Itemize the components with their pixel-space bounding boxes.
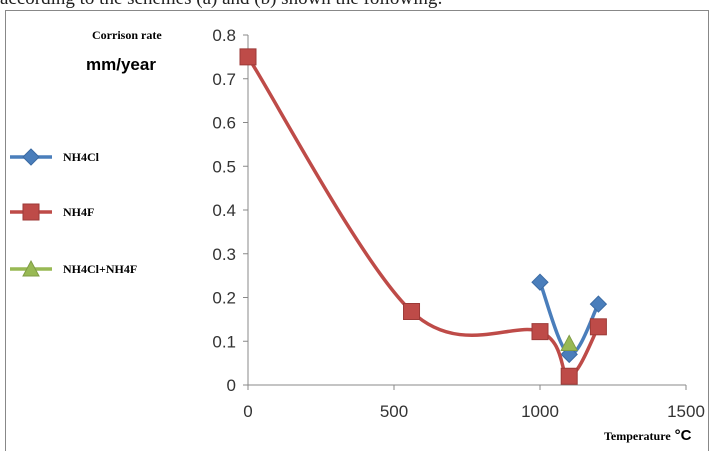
page-top-text: according to the schemes (a) and (b) sho… <box>0 0 715 10</box>
x-tick-labels: 0 500 1000 1500 <box>243 402 705 421</box>
x-tick-label: 500 <box>380 402 408 421</box>
chart-axes <box>243 34 687 390</box>
y-tick-label: 0.5 <box>212 157 236 176</box>
legend: NH4Cl NH4F NH4Cl+NH4F <box>10 148 137 277</box>
y-tick-label: 0.2 <box>212 289 236 308</box>
series-nh4cl-nh4f <box>560 334 579 351</box>
y-tick-label: 0 <box>227 376 236 395</box>
frame-left-border <box>5 10 6 451</box>
y-tick-label: 0.6 <box>212 114 236 133</box>
legend-item: NH4Cl <box>10 148 100 166</box>
x-axis-label-text: Temperature <box>604 429 671 443</box>
x-axis-label: Temperature °C <box>604 427 692 444</box>
series-nh4f <box>239 48 607 385</box>
series-nh4cl <box>531 273 608 364</box>
legend-marker-diamond <box>22 148 40 166</box>
x-tick-label: 1500 <box>667 402 705 421</box>
data-point-square <box>589 318 607 336</box>
y-tick-labels: 0 0.1 0.2 0.3 0.4 0.5 0.6 0.7 0.8 <box>212 26 236 395</box>
data-point-diamond <box>531 273 549 291</box>
data-point-square <box>531 323 549 341</box>
y-tick-label: 0.8 <box>212 26 236 45</box>
frame-top-border <box>5 10 709 11</box>
series-layer <box>239 48 608 385</box>
legend-marker-square <box>22 203 40 221</box>
data-point-square <box>560 367 578 385</box>
legend-item: NH4Cl+NH4F <box>10 259 137 277</box>
legend-label: NH4Cl <box>63 150 100 164</box>
y-tick-label: 0.3 <box>212 245 236 264</box>
x-tick-label: 0 <box>243 402 252 421</box>
legend-marker-triangle <box>22 259 40 277</box>
legend-label: NH4F <box>63 205 94 219</box>
y-axis-label-line1: Corrison rate <box>92 28 162 42</box>
data-point-diamond <box>589 295 608 313</box>
legend-label: NH4Cl+NH4F <box>63 262 137 276</box>
y-tick-label: 0.1 <box>212 332 236 351</box>
y-tick-label: 0.7 <box>212 70 236 89</box>
legend-item: NH4F <box>10 203 94 221</box>
x-tick-label: 1000 <box>521 402 559 421</box>
frame-right-border <box>708 10 709 451</box>
data-point-square <box>239 48 257 66</box>
data-point-triangle <box>560 334 579 351</box>
y-tick-label: 0.4 <box>212 201 236 220</box>
y-axis-label-line2: mm/year <box>86 55 156 74</box>
x-axis-label-unit: °C <box>675 427 692 444</box>
data-point-square <box>403 303 421 320</box>
